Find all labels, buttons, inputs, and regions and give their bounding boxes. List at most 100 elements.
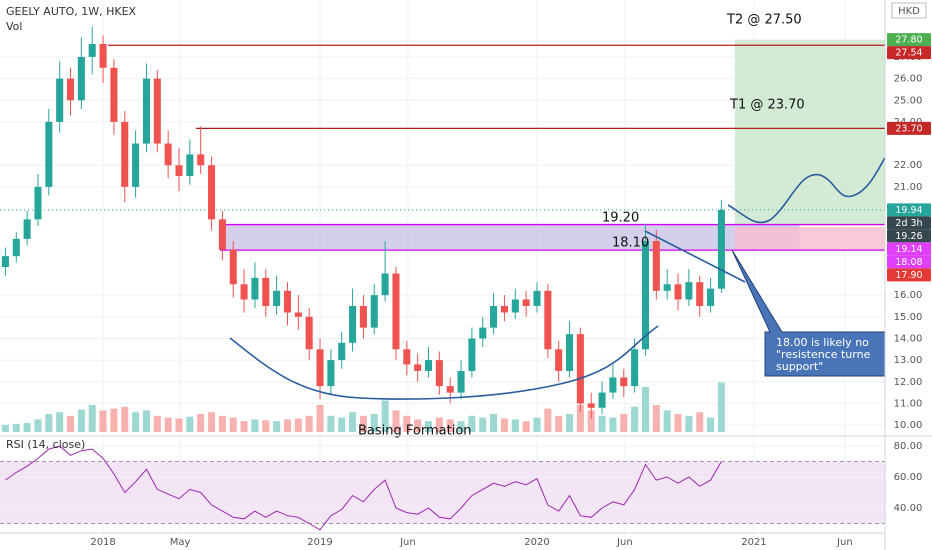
volume-bar [381, 400, 389, 432]
volume-bar [696, 412, 704, 432]
annotation: 19.20 [602, 211, 639, 226]
x-tick-label: 2019 [307, 537, 332, 548]
candle-body [164, 143, 172, 166]
candle-body [468, 338, 476, 371]
candle-body [218, 219, 226, 250]
candle-body [663, 284, 671, 291]
volume-bar [587, 410, 595, 432]
candle-body [359, 305, 367, 328]
candle-body [446, 386, 454, 393]
candle-body [327, 360, 335, 387]
price-tag: 27.54 [895, 48, 922, 59]
volume-bar [251, 419, 259, 432]
candle-body [674, 284, 682, 300]
volume-bar [685, 415, 693, 432]
x-tick-label: 2018 [90, 537, 115, 548]
volume-bar [338, 417, 346, 432]
candle-body [262, 277, 270, 306]
price-tag-box [887, 203, 931, 217]
countdown-box [887, 216, 931, 230]
candle-body [609, 377, 617, 393]
volume-bar [164, 417, 172, 432]
volume-bar [370, 414, 378, 432]
zone [734, 227, 885, 251]
x-tick-label: 2020 [524, 537, 549, 548]
candle-body [305, 316, 313, 350]
volume-bar [620, 414, 628, 432]
volume-bar [1, 424, 9, 432]
volume-bar [533, 417, 541, 432]
volume-bar [294, 418, 302, 432]
volume-bar [707, 417, 715, 432]
candle-body [620, 377, 628, 387]
candle-body [457, 370, 465, 393]
candle-body [707, 288, 715, 306]
x-tick-label: May [170, 537, 191, 548]
candle-body [435, 360, 443, 387]
volume-bar [631, 406, 639, 432]
annotation-layer: T2 @ 27.50 T1 @ 23.70 19.20 18.10 Basing… [358, 13, 871, 439]
candle-body [403, 349, 411, 365]
volume-bar [208, 412, 216, 432]
y-tick-label: 11.00 [894, 398, 923, 409]
candle-body [338, 342, 346, 361]
volume-bar [283, 419, 292, 432]
candle-body [316, 349, 324, 387]
price-tag: 18.08 [895, 257, 922, 268]
volume-bar [652, 405, 660, 432]
x-tick-label: Jun [836, 537, 853, 548]
annotation: T2 @ 27.50 [726, 13, 802, 28]
candle-body [88, 43, 96, 57]
candle-body [251, 277, 259, 300]
candle-body [392, 273, 400, 350]
basing-curve [229, 325, 659, 400]
volume-bar [88, 405, 96, 432]
volume-bar [479, 417, 487, 432]
candle-body [381, 273, 389, 296]
price-tag: 27.80 [895, 35, 922, 46]
y-tick-label: 13.00 [894, 355, 923, 366]
candle-body [587, 403, 595, 408]
chart-title: GEELY AUTO, 1W, HKEX [6, 5, 137, 18]
x-tick-label: Jun [399, 537, 416, 548]
y-tick-label: 22.00 [894, 160, 923, 171]
rsi-tick-label: 40.00 [894, 503, 923, 514]
volume-bar [240, 421, 248, 432]
x-tick-label: Jun [616, 537, 633, 548]
candle-body [56, 78, 64, 122]
background-layer [0, 0, 885, 533]
candle-body [566, 334, 574, 371]
candle-body [424, 360, 433, 371]
volume-bar [717, 382, 725, 432]
rsi-band [0, 461, 885, 524]
volume-bar [327, 415, 335, 432]
candle-body [208, 165, 216, 220]
volume-bar [522, 421, 530, 432]
candle-body [23, 219, 31, 239]
y-tick-label: 12.00 [894, 377, 923, 388]
volume-bar [468, 415, 476, 432]
rsi-tick-label: 60.00 [894, 472, 923, 483]
candle-body [479, 327, 487, 339]
annotation: Basing Formation [358, 424, 472, 439]
rsi-label: RSI (14, close) [6, 438, 85, 451]
volume-bar [23, 423, 31, 432]
drawings [229, 155, 885, 400]
candle-body [186, 154, 194, 177]
volume-bar [229, 417, 237, 432]
candle-body [717, 209, 725, 289]
price-tag: 17.90 [895, 270, 922, 281]
candle-body [229, 249, 237, 285]
candle-body [197, 154, 205, 166]
volume-bar [34, 419, 42, 432]
volume-bar [305, 415, 313, 432]
volume-bar [511, 419, 519, 432]
candle-body [522, 299, 530, 306]
projection [727, 155, 885, 224]
volume-bar [66, 415, 75, 432]
volume-bar [392, 410, 400, 432]
currency-box [891, 2, 927, 19]
rsi-tick-label: 80.00 [894, 441, 923, 452]
volume-bar [663, 410, 671, 432]
candle-body [110, 67, 118, 122]
